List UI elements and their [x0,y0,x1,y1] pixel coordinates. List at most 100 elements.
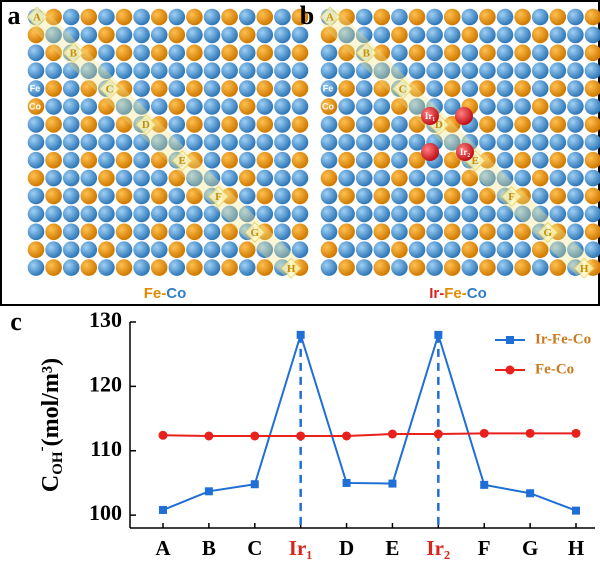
atom [549,187,567,205]
atom [338,259,355,276]
atom [461,259,479,276]
x-tick-label: A [155,536,171,560]
atom [274,116,291,133]
atom [27,116,45,133]
atom [320,98,338,115]
atom [549,62,567,79]
atom [584,169,600,187]
atom [98,169,115,187]
atom [355,223,373,241]
atom [584,116,600,133]
site-marker [135,114,157,136]
atom [274,134,291,151]
atom [338,205,355,223]
atom [80,44,98,62]
atom [496,205,514,223]
atom [567,205,584,223]
atom [150,98,168,115]
atom [443,259,461,276]
atom [514,223,531,241]
atom [584,187,600,205]
atom [391,151,408,169]
site-marker [355,42,377,64]
atom [238,241,256,258]
atom [584,151,600,169]
atom [203,44,221,62]
atom [584,26,600,44]
site-label: C [399,83,407,95]
atom [496,116,514,133]
atom [514,151,531,169]
atom [27,259,45,276]
atom [338,169,355,187]
atom [203,241,221,258]
atom [426,259,443,276]
atom [391,116,408,133]
atom [133,205,150,223]
atom [186,44,203,62]
atom [62,116,80,133]
atom [221,26,238,44]
atom [62,223,80,241]
atom [186,205,203,223]
atom [274,80,291,97]
atom [320,62,338,79]
atom [373,8,391,26]
x-tick-label: Ir₂ [426,536,450,560]
atom [496,259,514,276]
atom [186,241,203,258]
atom [338,241,355,258]
atom [426,80,443,97]
atom [186,26,203,44]
atom [80,8,98,26]
atom [461,80,479,97]
atom [150,241,168,258]
atom [443,26,461,44]
site-label: C [106,83,114,95]
site-label: H [287,263,296,275]
site-label: B [363,47,371,59]
atom [256,241,274,258]
atom [274,223,291,241]
site-label: A [33,12,41,24]
atom [549,26,567,44]
atom [256,44,274,62]
atom [391,205,408,223]
atom [221,44,238,62]
atom [115,205,133,223]
caption: Ir-Fe-Co [429,285,487,302]
atom [256,8,274,26]
atom [150,151,168,169]
atom [391,98,408,115]
atom [27,98,45,115]
atom [461,26,479,44]
atom [461,169,479,187]
atom [150,80,168,97]
atom [291,169,309,187]
atom [461,8,479,26]
atom [320,205,338,223]
atom [531,187,549,205]
atom [338,116,355,133]
atom [45,80,62,97]
atom [426,241,443,258]
atom [567,187,584,205]
atom [186,80,203,97]
atom [338,223,355,241]
atom [45,223,62,241]
atom [408,80,426,97]
atom [426,8,443,26]
marker [204,431,214,441]
panel-frame [0,0,600,306]
atom [80,80,98,97]
atom [115,98,133,115]
atom [355,151,373,169]
atom [150,44,168,62]
atom [27,169,45,187]
atom [355,116,373,133]
atom [45,187,62,205]
atom [391,223,408,241]
lattice-panel: A B C D E F G H Fe Co [26,6,309,279]
atom [443,169,461,187]
atom [115,134,133,151]
